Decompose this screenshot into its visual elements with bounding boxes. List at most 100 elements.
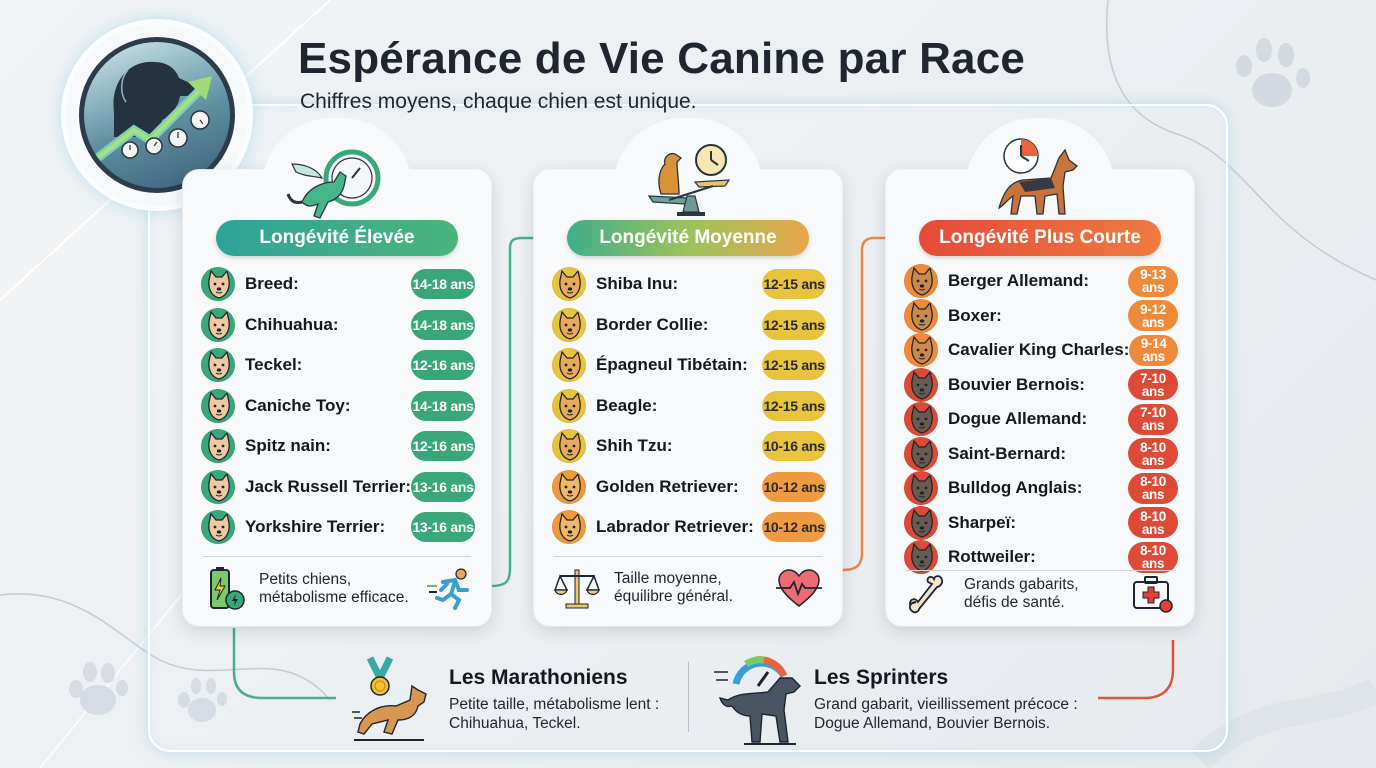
sprint-title: Les Sprinters — [814, 666, 949, 689]
breed-row: Yorkshire Terrier: 13-16 ans — [201, 507, 475, 548]
dachshund-icon — [201, 348, 235, 383]
lifespan-badge: 14-18 ans — [411, 390, 475, 421]
lifespan-badge: 12-15 ans — [762, 350, 826, 381]
breed-name: Sharpeï: — [948, 512, 1017, 532]
page-title: Espérance de Vie Canine par Race — [298, 34, 1026, 83]
boston-terrier-icon — [201, 267, 235, 302]
lifespan-badge: 12-16 ans — [411, 431, 475, 462]
pomeranian-icon — [201, 429, 235, 464]
breed-row: Jack Russell Terrier: 13-16 ans — [201, 467, 475, 508]
breed-name: Cavalier King Charles: — [948, 340, 1130, 360]
breed-name: Border Collie: — [596, 314, 709, 334]
page-subtitle: Chiffres moyens, chaque chien est unique… — [300, 90, 697, 113]
breed-row: Berger Allemand: 9-13 ans — [904, 264, 1178, 299]
card-footer: Grands gabarits, défis de santé. — [906, 574, 1174, 614]
rottweiler-icon — [904, 540, 938, 575]
breed-row: Épagneul Tibétain: 12-15 ans — [552, 345, 826, 386]
breed-name: Dogue Allemand: — [948, 409, 1088, 429]
breed-name: Yorkshire Terrier: — [245, 517, 386, 537]
category-pill-medium: Longévité Moyenne — [567, 220, 809, 256]
saint-bernard-icon — [904, 436, 938, 471]
breed-row: Breed: 14-18 ans — [201, 264, 475, 305]
lifespan-badge: 8-10 ans — [1128, 472, 1178, 504]
poodle-icon — [201, 388, 235, 423]
breed-name: Épagneul Tibétain: — [596, 355, 748, 375]
lifespan-badge: 10-16 ans — [762, 431, 826, 462]
shiba-inu-icon — [552, 267, 586, 302]
lifespan-badge: 12-16 ans — [411, 350, 475, 381]
outer-frame — [148, 104, 1228, 752]
lifespan-badge: 8-10 ans — [1128, 507, 1178, 539]
category-pill-high: Longévité Élevée — [216, 220, 458, 256]
marathon-title: Les Marathoniens — [449, 666, 628, 689]
breed-name: Bulldog Anglais: — [948, 478, 1083, 498]
boxer-icon — [904, 298, 938, 333]
lifespan-badge: 12-15 ans — [762, 390, 826, 421]
breed-name: Caniche Toy: — [245, 395, 351, 415]
lifespan-badge: 13-16 ans — [411, 512, 475, 543]
first-aid-kit-icon — [1133, 576, 1173, 613]
breed-row: Rottweiler: 8-10 ans — [904, 540, 1178, 575]
breed-row: Shiba Inu: 12-15 ans — [552, 264, 826, 305]
card-medium-longevity: Longévité Moyenne Shiba Inu: 12-15 ans Bor… — [534, 118, 842, 626]
lifespan-badge: 7-10 ans — [1128, 403, 1178, 435]
jack-russell-icon — [201, 469, 235, 504]
lifespan-badge: 10-12 ans — [762, 512, 826, 543]
breed-row: Chihuahua: 14-18 ans — [201, 305, 475, 346]
german-shepherd-clock-icon — [997, 138, 1078, 215]
breed-name: Shih Tzu: — [596, 436, 673, 456]
breed-name: Teckel: — [245, 355, 303, 375]
breed-row: Sharpeï: 8-10 ans — [904, 505, 1178, 541]
bone-icon — [909, 575, 944, 614]
breed-name: Jack Russell Terrier: — [245, 476, 411, 496]
chihuahua-icon — [201, 307, 235, 342]
winged-dog-clock-icon — [286, 149, 381, 219]
border-collie-icon — [552, 307, 586, 342]
lifespan-badge: 12-15 ans — [762, 309, 826, 340]
breed-name: Golden Retriever: — [596, 476, 739, 496]
running-person-icon — [427, 568, 469, 610]
dog-balance-clock-icon — [647, 144, 731, 216]
lifespan-badge: 9-13 ans — [1128, 265, 1178, 297]
section-divider — [688, 662, 689, 732]
category-pill-short: Longévité Plus Courte — [919, 220, 1161, 256]
heartbeat-icon — [776, 569, 822, 607]
breed-row: Golden Retriever: 10-12 ans — [552, 467, 826, 508]
breed-row: Border Collie: 12-15 ans — [552, 305, 826, 346]
sharpei-icon — [904, 505, 938, 540]
breed-row: Dogue Allemand: 7-10 ans — [904, 402, 1178, 437]
breed-row: Boxer: 9-12 ans — [904, 298, 1178, 334]
divider — [203, 556, 471, 557]
breed-name: Chihuahua: — [245, 314, 339, 334]
lifespan-badge: 12-15 ans — [762, 269, 826, 300]
card-high-longevity: Longévité Élevée Breed: 14-18 ans Chihuahu… — [183, 118, 491, 626]
breed-name: Labrador Retriever: — [596, 517, 754, 537]
breed-row: Beagle: 12-15 ans — [552, 386, 826, 427]
breed-name: Breed: — [245, 274, 299, 294]
labrador-icon — [552, 510, 586, 545]
shih-tzu-icon — [552, 429, 586, 464]
cavalier-icon — [904, 333, 938, 368]
bernese-icon — [904, 367, 938, 402]
breed-name: Rottweiler: — [948, 547, 1036, 567]
golden-retriever-icon — [552, 469, 586, 504]
lifespan-badge: 13-16 ans — [411, 471, 475, 502]
lifespan-badge: 14-18 ans — [411, 309, 475, 340]
lifespan-badge: 9-12 ans — [1128, 300, 1178, 332]
breed-name: Berger Allemand: — [948, 271, 1090, 291]
breed-name: Boxer: — [948, 305, 1002, 325]
breed-row: Shih Tzu: 10-16 ans — [552, 426, 826, 467]
lifespan-badge: 9-14 ans — [1129, 334, 1178, 366]
breed-row: Bulldog Anglais: 8-10 ans — [904, 471, 1178, 506]
breed-name: Bouvier Bernois: — [948, 374, 1085, 394]
lifespan-badge: 10-12 ans — [762, 471, 826, 502]
divider — [906, 570, 1174, 571]
yorkshire-icon — [201, 510, 235, 545]
logo — [66, 24, 248, 206]
dog-lifespan-chart-icon — [87, 61, 212, 167]
paw-print-icon — [1236, 38, 1310, 107]
breed-name: Shiba Inu: — [596, 274, 679, 294]
card-short-longevity: Longévité Plus Courte Berger Allemand: 9-… — [886, 118, 1194, 626]
card-footer: Taille moyenne, équilibre général. — [554, 566, 822, 610]
breed-name: Spitz nain: — [245, 436, 331, 456]
